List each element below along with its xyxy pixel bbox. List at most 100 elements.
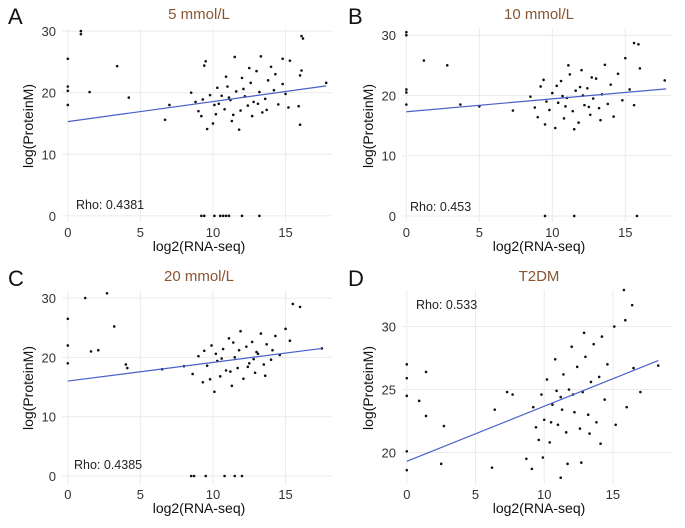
data-point bbox=[564, 105, 567, 108]
data-point bbox=[632, 41, 636, 45]
data-point bbox=[234, 90, 238, 93]
data-point bbox=[202, 214, 206, 218]
data-point bbox=[656, 364, 660, 367]
data-point bbox=[616, 72, 620, 76]
data-point bbox=[66, 361, 70, 365]
data-point bbox=[405, 468, 409, 472]
y-tick-label: 20 bbox=[382, 88, 396, 103]
data-point bbox=[194, 100, 197, 104]
data-point bbox=[255, 69, 258, 73]
data-point bbox=[459, 103, 462, 106]
data-point bbox=[265, 108, 268, 112]
data-point bbox=[591, 97, 595, 100]
x-tick-label: 5 bbox=[137, 225, 144, 240]
data-point bbox=[588, 432, 591, 435]
data-point bbox=[262, 363, 266, 366]
data-point bbox=[594, 77, 598, 80]
y-tick-label: 20 bbox=[382, 446, 396, 461]
data-point bbox=[542, 418, 546, 422]
data-point bbox=[541, 456, 545, 459]
data-point bbox=[233, 55, 237, 59]
data-point bbox=[548, 441, 552, 444]
data-point bbox=[551, 403, 554, 406]
data-point bbox=[493, 408, 497, 411]
data-point bbox=[66, 103, 70, 107]
data-point bbox=[124, 363, 128, 366]
data-point bbox=[623, 56, 627, 60]
data-point bbox=[214, 352, 218, 356]
data-point bbox=[288, 339, 292, 343]
data-point bbox=[218, 214, 222, 218]
data-point bbox=[263, 374, 267, 378]
data-point bbox=[525, 457, 528, 461]
data-point bbox=[231, 113, 235, 117]
data-point bbox=[606, 102, 610, 106]
data-point bbox=[224, 75, 228, 78]
data-point bbox=[239, 329, 242, 333]
data-point bbox=[551, 91, 554, 95]
data-point bbox=[405, 449, 409, 453]
data-point bbox=[205, 127, 209, 131]
data-point bbox=[578, 427, 582, 430]
data-point bbox=[574, 89, 577, 92]
plot-title: T2DM bbox=[518, 268, 560, 285]
data-point bbox=[240, 76, 244, 80]
data-point bbox=[239, 109, 242, 112]
data-point bbox=[405, 88, 408, 91]
data-point bbox=[324, 81, 328, 85]
panel-label: D bbox=[348, 266, 364, 291]
data-point bbox=[250, 340, 254, 344]
data-point bbox=[66, 317, 70, 321]
x-axis-label: log2(RNA-seq) bbox=[152, 238, 246, 254]
data-point bbox=[281, 57, 284, 61]
data-point bbox=[211, 122, 215, 125]
data-point bbox=[577, 121, 580, 124]
data-point bbox=[490, 466, 494, 469]
x-axis-label: log2(RNA-seq) bbox=[152, 500, 246, 516]
panel-b: 0 5 10 15 0 10 20 30 B 10 mmol/L Rho: 0.453 log… bbox=[340, 0, 682, 264]
data-point bbox=[263, 97, 267, 101]
data-point bbox=[249, 81, 253, 85]
data-point bbox=[405, 376, 409, 380]
data-point bbox=[580, 68, 583, 72]
data-point bbox=[612, 325, 616, 328]
data-point bbox=[566, 462, 569, 466]
data-point bbox=[300, 69, 303, 72]
data-point bbox=[606, 363, 609, 366]
data-point bbox=[571, 109, 575, 113]
data-point bbox=[630, 303, 634, 307]
y-tick-label: 30 bbox=[382, 320, 396, 335]
data-point bbox=[214, 112, 218, 116]
data-point bbox=[603, 63, 607, 67]
data-point bbox=[226, 85, 229, 88]
data-point bbox=[567, 388, 571, 391]
data-point bbox=[588, 113, 592, 117]
data-point bbox=[231, 341, 235, 344]
data-point bbox=[570, 345, 573, 348]
data-point bbox=[531, 405, 535, 409]
data-point bbox=[237, 128, 241, 131]
data-point bbox=[197, 109, 200, 113]
data-point bbox=[639, 390, 642, 394]
data-point bbox=[561, 94, 564, 98]
data-point bbox=[445, 64, 449, 67]
data-point bbox=[213, 390, 216, 394]
data-point bbox=[405, 103, 408, 106]
data-point bbox=[269, 65, 273, 69]
data-point bbox=[564, 431, 568, 434]
data-point bbox=[266, 79, 270, 82]
data-point bbox=[301, 37, 305, 40]
data-point bbox=[127, 96, 131, 99]
data-point bbox=[208, 377, 212, 381]
data-point bbox=[297, 104, 300, 108]
data-point bbox=[543, 123, 547, 126]
data-point bbox=[529, 95, 532, 98]
data-point bbox=[422, 59, 426, 62]
data-point bbox=[405, 394, 409, 398]
data-point bbox=[583, 103, 586, 107]
data-point bbox=[216, 86, 219, 90]
data-point bbox=[298, 123, 302, 126]
data-point bbox=[213, 214, 216, 218]
data-point bbox=[572, 127, 576, 131]
data-point bbox=[224, 214, 228, 218]
